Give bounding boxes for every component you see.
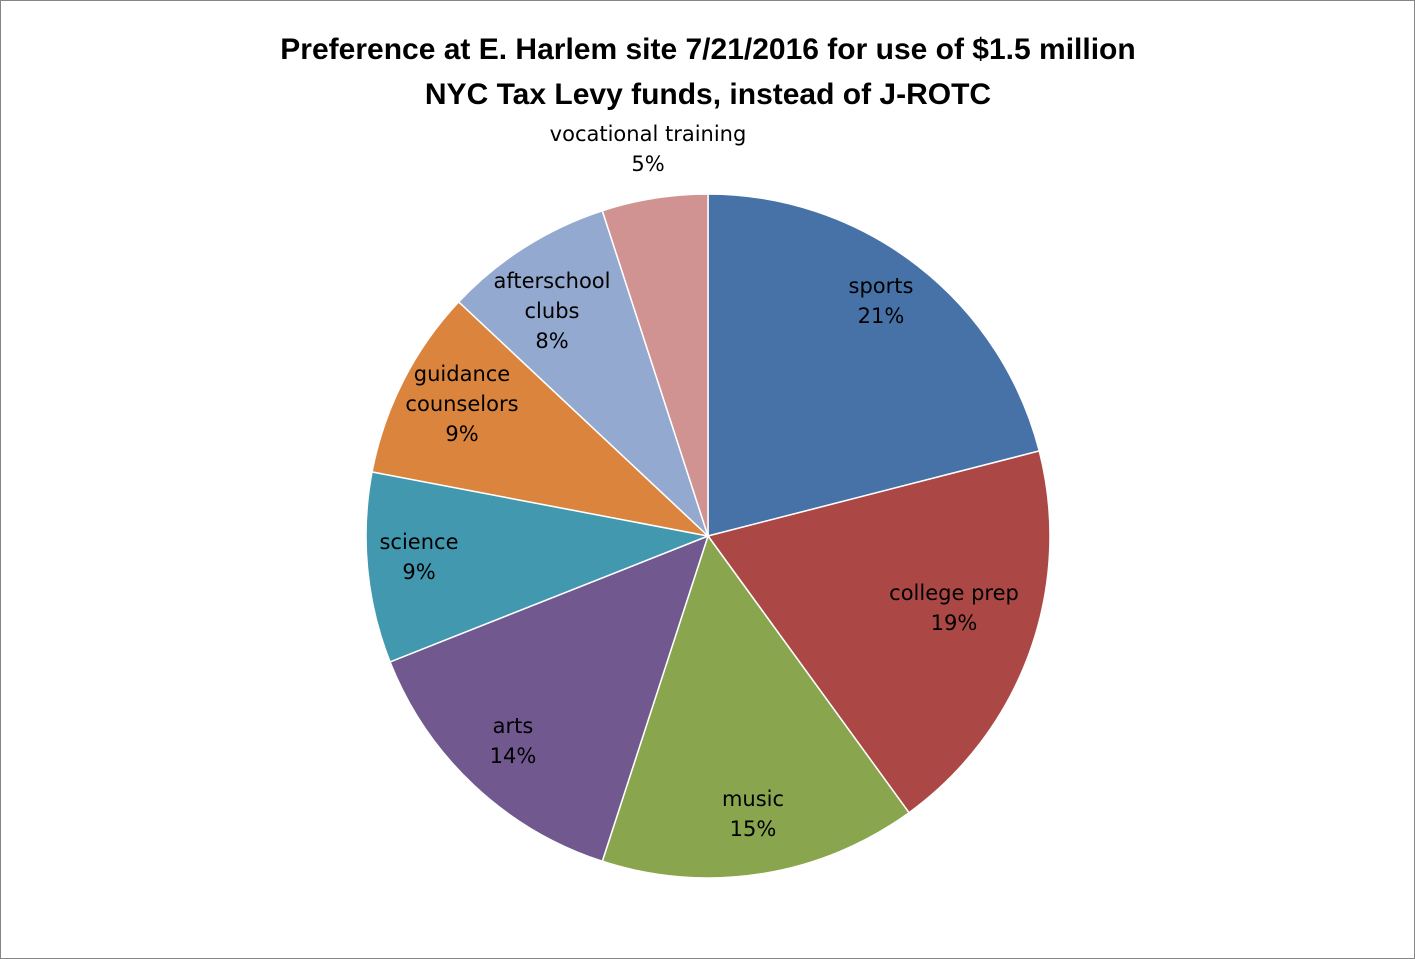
pie-slice-vocational-training <box>601 193 709 537</box>
data-label-percent: 9% <box>402 560 435 584</box>
data-label-percent: 14% <box>490 744 537 768</box>
data-label-category: arts <box>493 714 534 738</box>
pie-slice-college-prep <box>706 450 1051 814</box>
data-label-afterschool-clubs: afterschool clubs 8% <box>493 269 610 353</box>
data-label-category: afterschool <box>493 269 610 293</box>
chart-title-line-1: Preference at E. Harlem site 7/21/2016 f… <box>280 33 1135 66</box>
data-label-vocational-training: vocational training 5% <box>550 122 747 176</box>
data-label-college-prep: college prep 19% <box>889 581 1019 635</box>
data-label-percent: 9% <box>445 422 478 446</box>
pie-slice-music <box>601 534 911 879</box>
data-label-percent: 5% <box>631 152 664 176</box>
data-label-science: science 9% <box>379 530 458 584</box>
data-label-arts: arts 14% <box>490 714 537 768</box>
data-label-category: music <box>722 787 784 811</box>
data-label-music: music 15% <box>722 787 784 841</box>
pie-slices <box>365 193 1051 879</box>
pie-slice-sports <box>707 193 1041 537</box>
pie-slice-science <box>365 471 711 663</box>
pie-data-labels: sports 21% college prep 19% music 15% arts 14% s… <box>379 122 1018 841</box>
data-label-sports: sports 21% <box>849 274 914 328</box>
data-label-category: guidance <box>414 362 510 386</box>
data-label-percent: 21% <box>858 304 905 328</box>
pie-slice-afterschool-clubs <box>457 209 709 537</box>
data-label-guidance-counselors: guidance counselors 9% <box>405 362 518 446</box>
data-label-category: vocational training <box>550 122 747 146</box>
pie-slice-guidance-counselors <box>371 300 711 538</box>
data-label-category: science <box>379 530 458 554</box>
data-label-percent: 15% <box>730 817 777 841</box>
pie-slice-arts <box>389 534 710 863</box>
data-label-category: sports <box>849 274 914 298</box>
data-label-percent: 19% <box>931 611 978 635</box>
data-label-percent: 8% <box>535 329 568 353</box>
data-label-category: college prep <box>889 581 1019 605</box>
chart-title-line-2: NYC Tax Levy funds, instead of J-ROTC <box>425 78 991 111</box>
data-label-category: clubs <box>525 299 580 323</box>
data-label-category: counselors <box>405 392 518 416</box>
